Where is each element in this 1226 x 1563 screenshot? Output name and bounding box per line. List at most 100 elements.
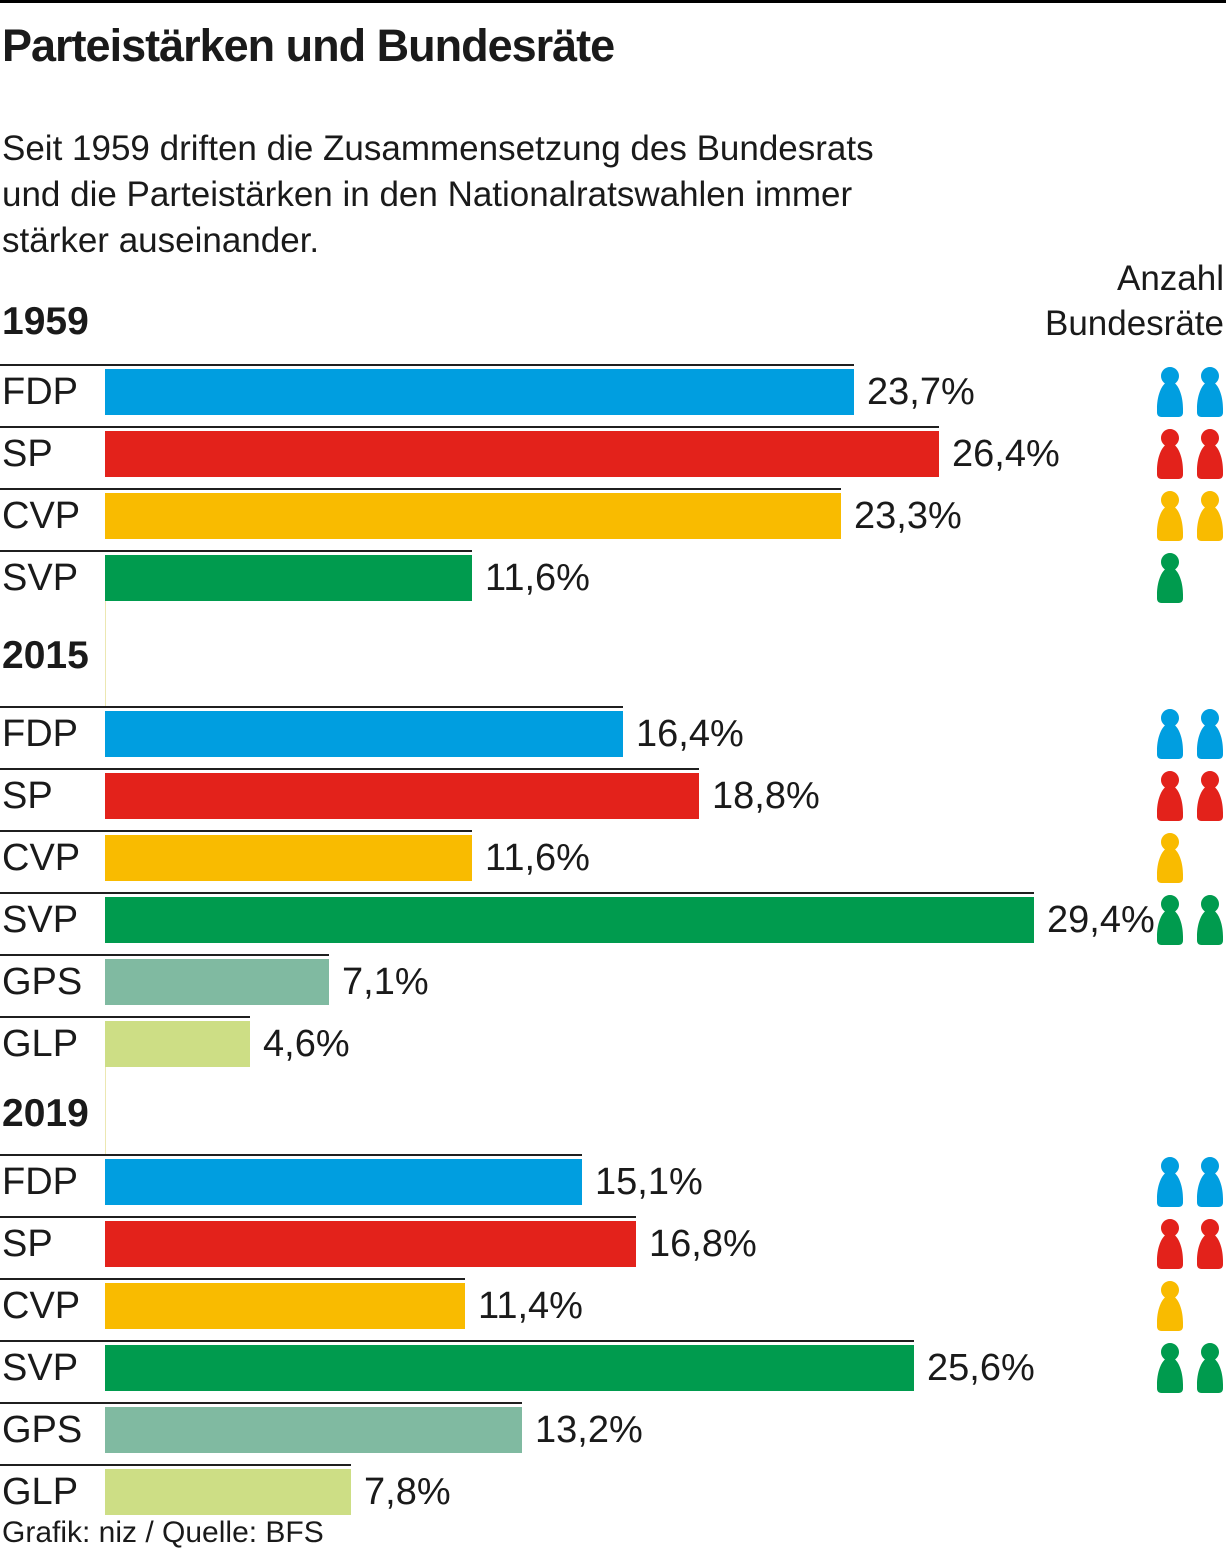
value-label: 7,8% <box>364 1471 451 1513</box>
value-bar <box>105 1159 582 1205</box>
councillor-pawns <box>1156 491 1226 541</box>
chart-row: GLP 7,8% <box>0 1464 1226 1526</box>
councillor-pawn-icon <box>1157 895 1183 945</box>
councillors-header-line: Bundesräte <box>1044 304 1224 343</box>
party-label: GLP <box>2 1471 79 1513</box>
councillor-pawn-icon <box>1197 491 1223 541</box>
row-top-rule <box>0 1340 914 1342</box>
value-bar <box>105 1283 465 1329</box>
row-top-rule <box>0 1402 522 1404</box>
value-label: 18,8% <box>712 775 820 817</box>
councillor-pawn-icon <box>1197 1219 1223 1269</box>
party-label: FDP <box>2 371 78 413</box>
value-bar <box>105 1407 522 1453</box>
councillor-pawns <box>1156 1219 1226 1269</box>
footer-credit: Grafik: niz / Quelle: BFS <box>2 1516 324 1549</box>
row-top-rule <box>0 1216 636 1218</box>
party-label: CVP <box>2 1285 81 1327</box>
value-bar <box>105 369 854 415</box>
chart-row: CVP 23,3% <box>0 488 1226 550</box>
councillor-pawns <box>1156 1157 1226 1207</box>
row-top-rule <box>0 364 854 366</box>
top-border-rule <box>0 0 1226 3</box>
row-top-rule <box>0 550 472 552</box>
councillor-pawn-icon <box>1157 1343 1183 1393</box>
councillor-pawn-icon <box>1197 709 1223 759</box>
section-year-label: 2015 <box>2 634 89 677</box>
councillor-pawns <box>1156 709 1226 759</box>
value-bar <box>105 1221 636 1267</box>
value-bar <box>105 1345 914 1391</box>
value-label: 23,3% <box>854 495 962 537</box>
value-bar <box>105 493 841 539</box>
row-top-rule <box>0 954 329 956</box>
row-top-rule <box>0 830 472 832</box>
councillor-pawn-icon <box>1157 1281 1183 1331</box>
value-bar <box>105 555 472 601</box>
value-label: 23,7% <box>867 371 975 413</box>
row-top-rule <box>0 1464 351 1466</box>
councillor-pawn-icon <box>1157 833 1183 883</box>
councillor-pawn-icon <box>1157 709 1183 759</box>
value-label: 11,4% <box>478 1285 583 1327</box>
councillor-pawn-icon <box>1197 771 1223 821</box>
councillor-pawns <box>1156 1343 1226 1393</box>
chart-row: SP 18,8% <box>0 768 1226 830</box>
intro-line: und die Parteistärken in den Nationalrat… <box>2 175 853 214</box>
party-label: GPS <box>2 961 83 1003</box>
councillor-pawn-icon <box>1157 1219 1183 1269</box>
chart-row: SVP 11,6% <box>0 550 1226 612</box>
councillor-pawns <box>1156 895 1226 945</box>
value-bar <box>105 1469 351 1515</box>
councillor-pawn-icon <box>1157 553 1183 603</box>
section-year-label: 2019 <box>2 1092 89 1135</box>
intro-text: Seit 1959 driften die Zusammensetzung de… <box>2 126 874 264</box>
chart-row: GPS 13,2% <box>0 1402 1226 1464</box>
councillor-pawn-icon <box>1197 367 1223 417</box>
value-label: 15,1% <box>595 1161 703 1203</box>
value-bar <box>105 897 1034 943</box>
chart-row: SP 16,8% <box>0 1216 1226 1278</box>
value-label: 29,4% <box>1047 899 1155 941</box>
party-label: SVP <box>2 899 79 941</box>
value-label: 4,6% <box>263 1023 350 1065</box>
party-label: SP <box>2 1223 53 1265</box>
councillor-pawns <box>1156 833 1226 883</box>
councillor-pawn-icon <box>1157 771 1183 821</box>
party-label: SP <box>2 433 53 475</box>
councillors-column-header: Anzahl Bundesräte <box>1045 256 1224 346</box>
councillor-pawn-icon <box>1197 429 1223 479</box>
row-top-rule <box>0 706 623 708</box>
value-bar <box>105 959 329 1005</box>
row-top-rule <box>0 488 841 490</box>
councillor-pawn-icon <box>1157 1157 1183 1207</box>
section-year-label: 1959 <box>2 300 89 343</box>
party-label: CVP <box>2 837 81 879</box>
councillor-pawns <box>1156 429 1226 479</box>
party-label: FDP <box>2 1161 78 1203</box>
party-label: GPS <box>2 1409 83 1451</box>
councillor-pawns <box>1156 1281 1226 1331</box>
chart-row: SP 26,4% <box>0 426 1226 488</box>
councillor-pawn-icon <box>1197 1157 1223 1207</box>
chart-row: CVP 11,4% <box>0 1278 1226 1340</box>
value-bar <box>105 773 699 819</box>
row-top-rule <box>0 1154 582 1156</box>
chart-row: GLP 4,6% <box>0 1016 1226 1078</box>
councillor-pawn-icon <box>1197 1343 1223 1393</box>
chart-row: CVP 11,6% <box>0 830 1226 892</box>
chart-row: FDP 23,7% <box>0 364 1226 426</box>
councillor-pawns <box>1156 553 1226 603</box>
row-top-rule <box>0 1278 465 1280</box>
party-label: SVP <box>2 1347 79 1389</box>
value-bar <box>105 711 623 757</box>
councillors-header-line: Anzahl <box>1116 259 1224 298</box>
value-label: 16,8% <box>649 1223 757 1265</box>
intro-line: Seit 1959 driften die Zusammensetzung de… <box>2 129 874 168</box>
page-title: Parteistärken und Bundesräte <box>2 20 615 71</box>
party-label: FDP <box>2 713 78 755</box>
intro-line: stärker auseinander. <box>2 221 320 260</box>
councillor-pawn-icon <box>1157 429 1183 479</box>
value-label: 7,1% <box>342 961 429 1003</box>
councillor-pawn-icon <box>1197 895 1223 945</box>
